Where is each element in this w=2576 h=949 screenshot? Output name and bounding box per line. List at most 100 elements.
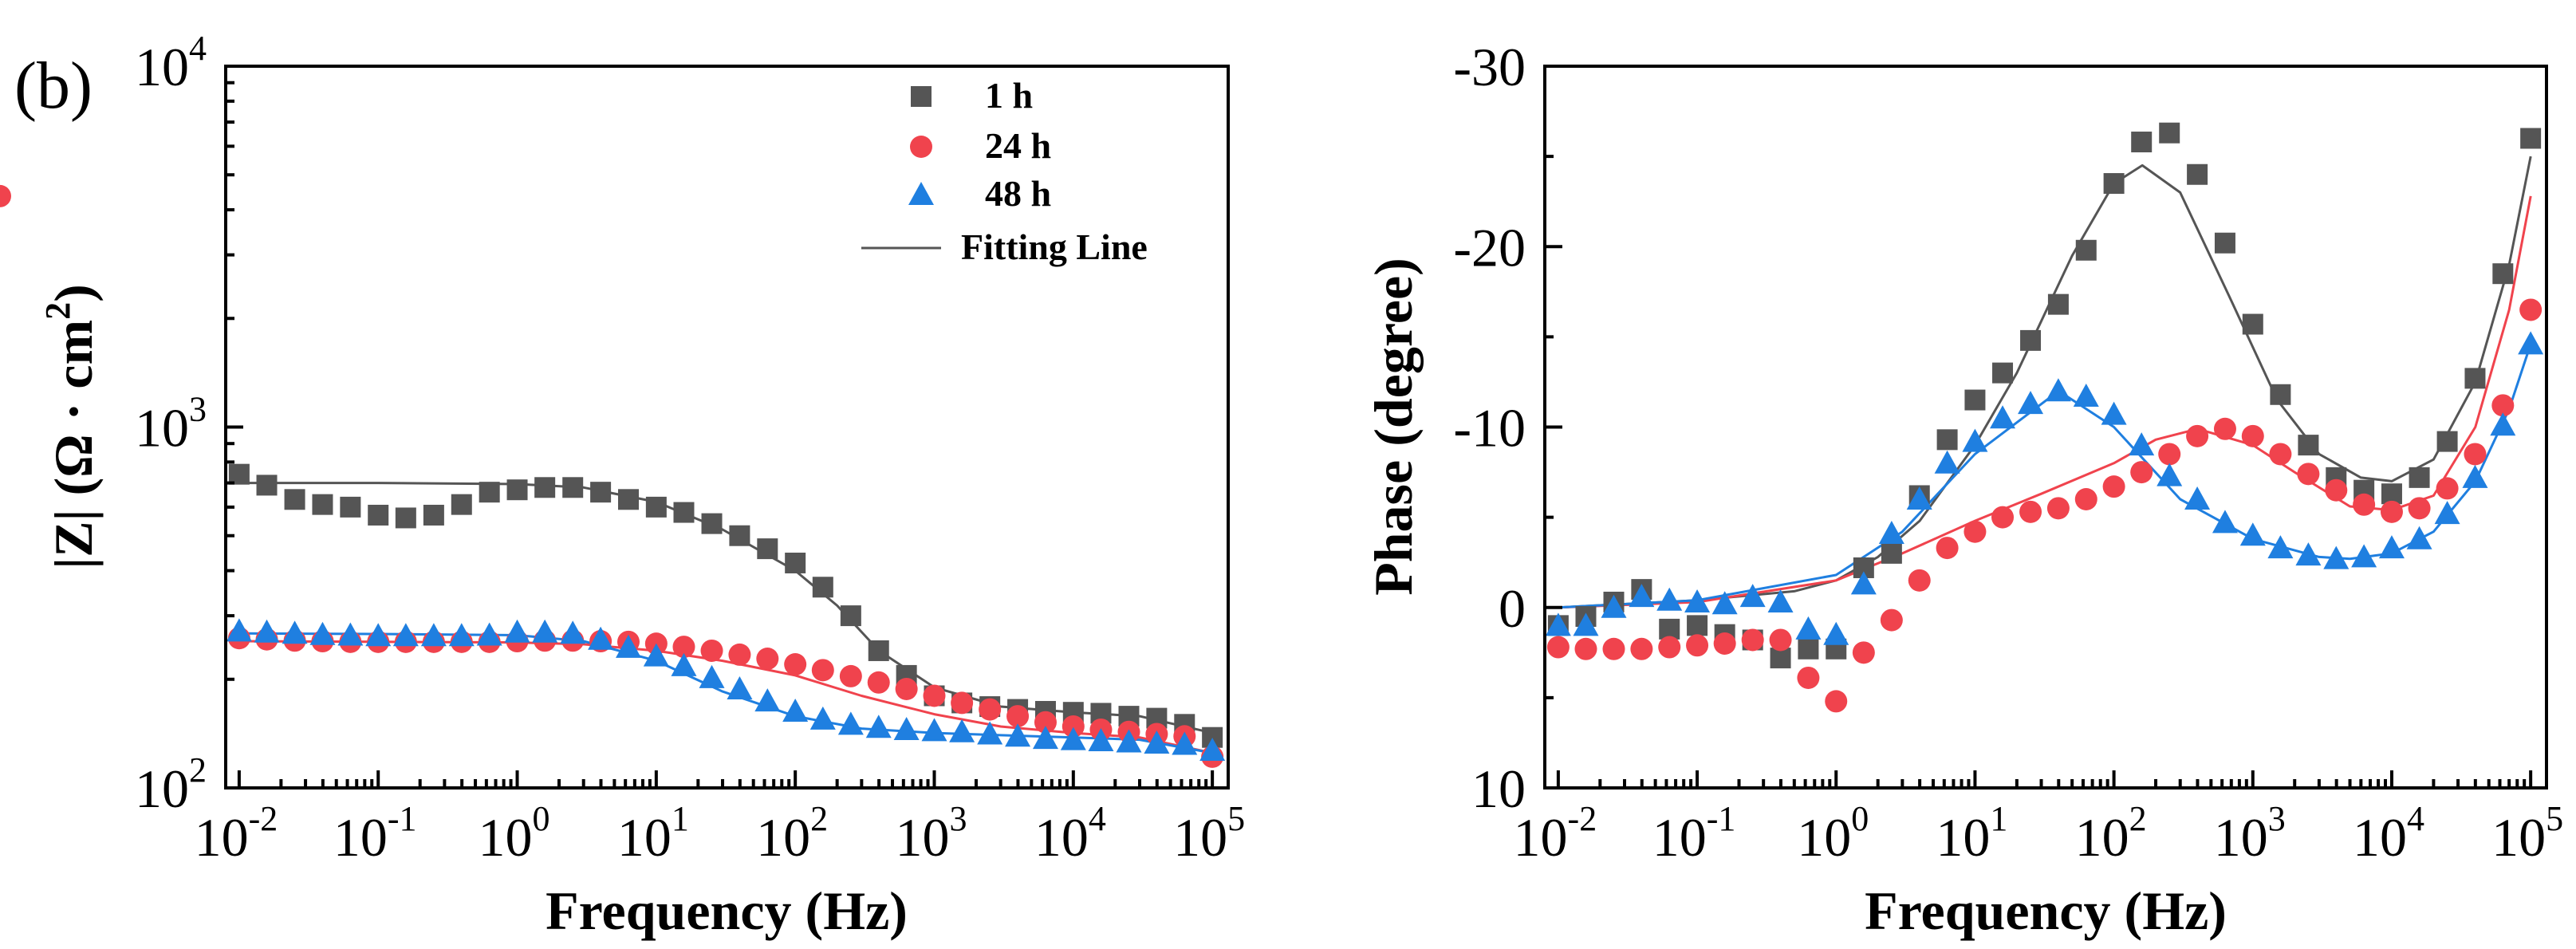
impedance-y-tick-label-exp-0: 2 — [189, 750, 207, 790]
impedance-point-48-h — [1088, 728, 1114, 752]
phase-point-24-h — [2074, 488, 2097, 510]
phase-point-48-h — [1573, 612, 1599, 636]
phase-x-tick-label-7: 105 — [2491, 799, 2563, 868]
impedance-point-48-h — [337, 622, 364, 646]
phase-x-tick-label-base-3: 10 — [1936, 807, 1990, 868]
phase-point-24-h — [1630, 637, 1653, 660]
phase-point-24-h — [1880, 608, 1903, 632]
phase-point-48-h — [1878, 520, 1904, 544]
phase-point-1-h — [2075, 239, 2097, 261]
impedance-y-tick-label-1: 103 — [135, 390, 207, 459]
phase-point-48-h — [2129, 432, 2155, 456]
impedance-x-tick-label-base-0: 10 — [195, 807, 249, 868]
impedance-point-48-h — [1032, 726, 1058, 750]
impedance-y-tick-label-2: 104 — [135, 29, 207, 97]
impedance-y-tick-label-exp-2: 4 — [189, 29, 207, 68]
phase-point-48-h — [1990, 405, 2016, 429]
impedance-point-24-h — [700, 639, 723, 662]
phase-point-24-h — [1936, 537, 1959, 560]
phase-point-24-h — [2436, 477, 2459, 500]
phase-point-48-h — [1601, 594, 1627, 618]
impedance-x-tick-label-2: 100 — [479, 799, 550, 868]
impedance-x-tick-label-exp-3: 1 — [672, 799, 689, 838]
impedance-x-tick-label-exp-0: -2 — [249, 799, 278, 838]
impedance-point-48-h — [949, 719, 975, 742]
impedance-point-1-h — [645, 496, 667, 518]
impedance-point-48-h — [699, 664, 725, 688]
phase-y-tick-label-4: 10 — [1471, 758, 1526, 819]
phase-x-tick-label-3: 101 — [1936, 799, 2007, 868]
impedance-x-tick-label-exp-1: -1 — [388, 799, 417, 838]
phase-y-axis-title: Phase (degree) — [1363, 258, 1424, 596]
impedance-point-48-h — [615, 634, 641, 658]
phase-point-24-h — [2491, 394, 2515, 417]
impedance-point-24-h — [1034, 711, 1057, 734]
impedance-point-48-h — [837, 711, 864, 735]
phase-x-tick-label-5: 103 — [2214, 799, 2286, 868]
impedance-x-tick-label-base-7: 10 — [1173, 807, 1227, 868]
impedance-point-48-h — [754, 688, 781, 712]
impedance-point-48-h — [532, 619, 558, 643]
impedance-point-1-h — [785, 552, 806, 573]
phase-point-48-h — [2073, 384, 2099, 408]
impedance-x-tick-label-1: 10-1 — [333, 799, 417, 868]
phase-x-tick-label-base-1: 10 — [1652, 807, 1707, 868]
impedance-point-1-h — [312, 494, 333, 515]
legend-label-48-h: 48 h — [985, 173, 1051, 214]
legend-marker-24-h — [910, 136, 932, 158]
phase-point-24-h — [2130, 461, 2153, 484]
phase-point-24-h — [1908, 569, 1931, 592]
impedance-point-48-h — [1172, 731, 1198, 755]
impedance-point-1-h — [451, 494, 472, 515]
phase-point-24-h — [2297, 463, 2320, 486]
impedance-x-tick-label-5: 103 — [895, 799, 967, 868]
phase-point-48-h — [1962, 428, 1988, 452]
impedance-x-tick-label-6: 104 — [1034, 799, 1106, 868]
impedance-point-24-h — [1006, 705, 1030, 728]
impedance-y-tick-label-base-1: 10 — [135, 398, 189, 459]
phase-point-48-h — [1684, 589, 1711, 612]
impedance-point-48-h — [588, 626, 614, 650]
phase-point-24-h — [1713, 632, 1736, 655]
phase-plot-area — [0, 122, 2544, 713]
phase-point-24-h — [2380, 500, 2403, 523]
phase-point-24-h — [2241, 424, 2264, 447]
impedance-point-24-h — [923, 684, 946, 707]
phase-point-48-h — [1823, 621, 1849, 645]
phase-point-1-h — [2270, 384, 2291, 405]
impedance-x-tick-label-4: 102 — [756, 799, 828, 868]
impedance-x-tick-label-base-3: 10 — [617, 807, 672, 868]
impedance-point-48-h — [226, 618, 252, 642]
impedance-point-1-h — [506, 479, 528, 501]
legend-label-fitting-line: Fitting Line — [961, 226, 1148, 267]
impedance-point-48-h — [921, 718, 947, 742]
impedance-point-48-h — [1199, 738, 1226, 762]
phase-point-24-h — [0, 184, 11, 207]
impedance-point-1-h — [673, 502, 695, 523]
impedance-point-1-h — [423, 504, 444, 526]
impedance-y-tick-label-0: 102 — [135, 750, 207, 819]
phase-point-24-h — [1658, 636, 1681, 659]
phase-fit-line-1-h — [1558, 156, 2532, 609]
phase-point-1-h — [1936, 429, 1958, 451]
phase-point-48-h — [2323, 545, 2350, 569]
phase-point-24-h — [1991, 506, 2015, 529]
impedance-y-tick-label-base-2: 10 — [135, 37, 189, 97]
phase-point-48-h — [2184, 486, 2211, 510]
impedance-point-48-h — [560, 620, 586, 644]
phase-point-24-h — [2408, 497, 2431, 520]
phase-point-24-h — [2353, 493, 2376, 516]
phase-x-tick-label-base-7: 10 — [2491, 807, 2546, 868]
impedance-point-1-h — [479, 482, 500, 503]
phase-point-1-h — [1964, 389, 1986, 411]
phase-point-48-h — [2157, 463, 2183, 486]
legend-marker-1-h — [911, 86, 932, 107]
impedance-y-axis-title-main: |Z| (Ω · cm — [43, 320, 104, 569]
impedance-point-24-h — [895, 677, 918, 700]
impedance-y-tick-label-exp-1: 3 — [189, 390, 207, 429]
impedance-point-1-h — [757, 538, 778, 560]
impedance-x-tick-label-base-1: 10 — [333, 807, 388, 868]
impedance-point-1-h — [729, 525, 750, 546]
phase-point-1-h — [2159, 122, 2180, 144]
